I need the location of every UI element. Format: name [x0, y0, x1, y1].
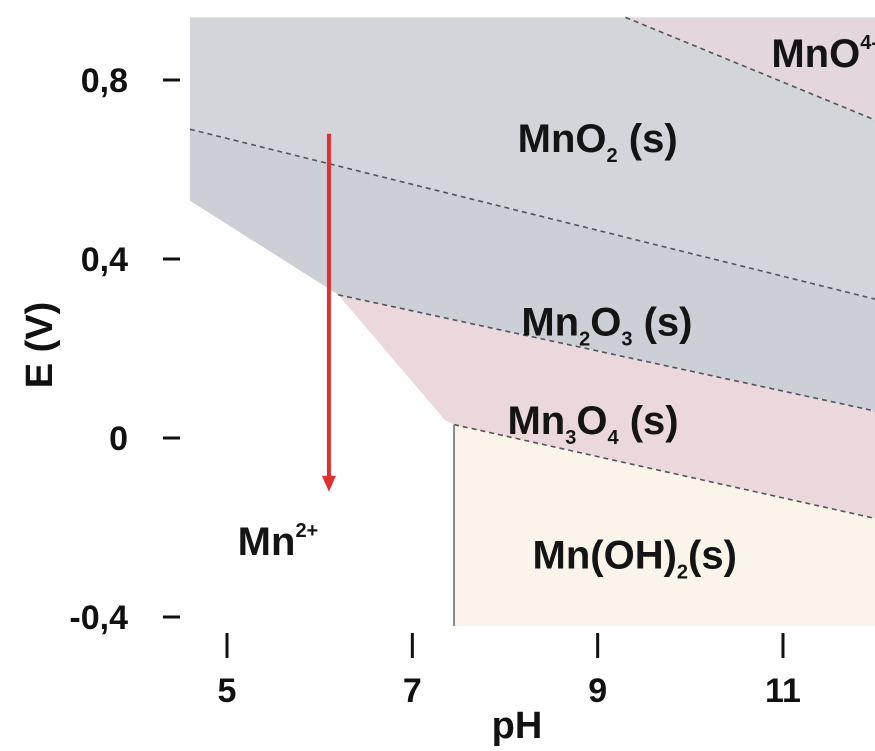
region-label-mn2plus: Mn2+ [238, 520, 319, 564]
axes-layer: 0,8 0,4 0 -0,4 5 7 9 11 [69, 62, 801, 710]
region-mn2plus [189, 200, 454, 627]
x-tick-label: 7 [403, 672, 422, 710]
y-tick-label: 0 [109, 420, 128, 458]
boundary-mn2o3-mn3o4 [338, 294, 875, 412]
y-tick-label: -0,4 [69, 599, 128, 637]
region-label-mno4: MnO4- [771, 32, 875, 76]
regions-layer [189, 17, 875, 627]
region-label-mnoh2: Mn(OH)2(s) [533, 533, 737, 583]
reduction-arrow-head [321, 475, 336, 492]
x-tick-label: 11 [765, 672, 801, 710]
region-label-mno2: MnO2 (s) [518, 117, 678, 167]
region-mnoh2 [454, 424, 875, 626]
region-mn2o3 [189, 129, 875, 411]
x-tick-label: 5 [218, 672, 237, 710]
region-label-mn3o4: Mn3O4 (s) [507, 399, 678, 449]
boundary-mno4-mno2 [625, 16, 875, 121]
x-tick-label: 9 [588, 672, 607, 710]
region-label-mn2o3: Mn2O3 (s) [521, 301, 692, 351]
region-mno2 [189, 17, 875, 300]
y-axis-title: E (V) [19, 302, 61, 389]
boundary-mno2-mn2o3 [189, 128, 875, 300]
y-tick-label: 0,4 [81, 241, 128, 279]
boundaries-layer [189, 16, 875, 626]
labels-layer: MnO4- MnO2 (s) Mn2O3 (s) Mn3O4 (s) Mn(OH)2(s… [238, 32, 875, 583]
y-tick-label: 0,8 [81, 62, 128, 100]
x-axis-title: pH [492, 705, 543, 747]
region-mn3o4 [338, 294, 875, 519]
